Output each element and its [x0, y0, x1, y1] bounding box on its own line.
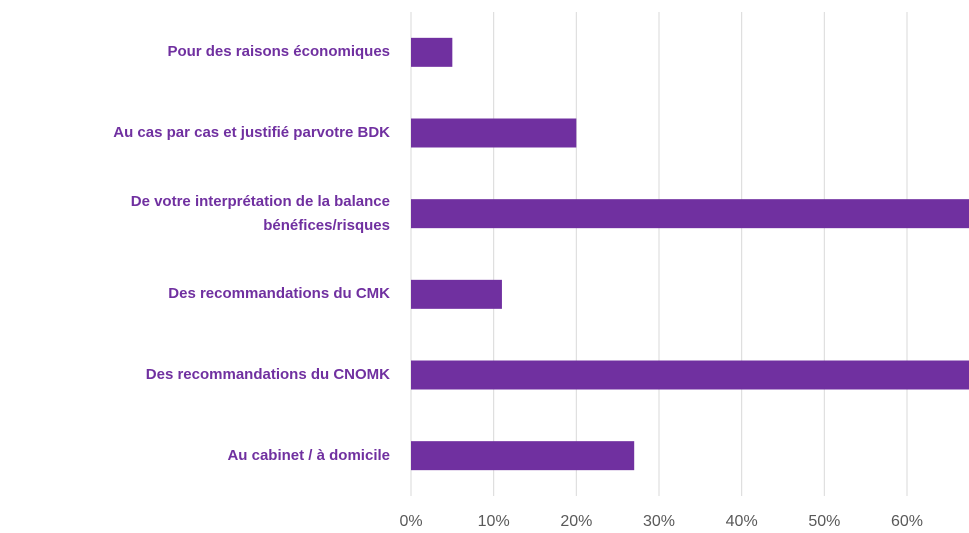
y-tick-label: Au cas par cas et justifié parvotre BDK: [113, 124, 390, 141]
bars: [411, 37, 969, 471]
x-tick-label: 60%: [891, 513, 923, 530]
y-tick-label: Pour des raisons économiques: [167, 43, 390, 61]
x-tick-label: 40%: [726, 513, 758, 530]
y-tick-label: Au cabinet / à domicile: [227, 446, 390, 464]
bar: [411, 118, 577, 148]
y-tick-label: Des recommandations du CNOMK: [145, 366, 390, 383]
x-tick-label: 10%: [478, 513, 510, 530]
bar: [411, 441, 635, 471]
bar: [411, 37, 453, 67]
x-tick-label: 0%: [399, 513, 422, 530]
x-tick-label: 50%: [808, 513, 840, 530]
y-tick-label: Des recommandations du CMK: [168, 285, 390, 303]
x-tick-label: 30%: [643, 513, 675, 530]
y-tick-label: De votre interprétation de la balance bé…: [130, 192, 390, 234]
bar: [411, 360, 969, 390]
x-tick-label: 20%: [560, 513, 592, 530]
bar: [411, 199, 969, 229]
bar: [411, 279, 502, 309]
